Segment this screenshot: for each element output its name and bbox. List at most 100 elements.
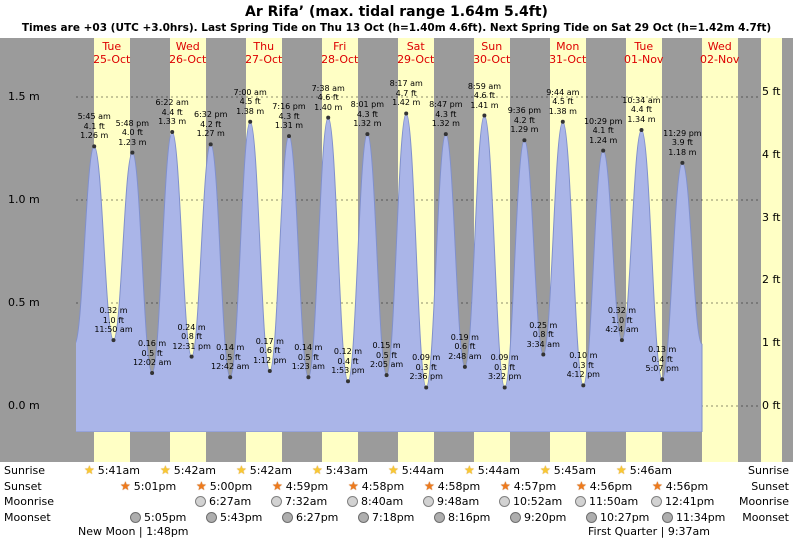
sunset-star-icon: ★ [196,478,207,493]
row-label-moonrise-right: Moonrise [739,495,789,508]
sunset-entry: ★ 5:01pm [120,479,176,494]
moonset-time: 6:27pm [296,510,339,524]
moonrise-disc-icon [651,496,662,507]
moonrise-disc-icon [575,496,586,507]
moonrise-disc-icon [271,496,282,507]
tide-extreme-dot [189,354,194,359]
tide-extreme-dot [680,160,685,165]
moonset-time: 7:18pm [372,510,415,524]
moonrise-entry: 6:27am [195,494,251,509]
tide-extreme-dot [443,132,448,137]
page-title: Ar Rifa’ (max. tidal range 1.64m 5.4ft) [245,4,548,20]
sunset-entry: ★ 4:58pm [348,479,404,494]
moonrise-entry: 11:50am [575,494,638,509]
moonset-time: 9:20pm [524,510,567,524]
tide-extreme-dot [639,128,644,132]
sunset-star-icon: ★ [120,478,131,493]
tide-extreme-dot [541,352,546,357]
sunset-entry: ★ 4:59pm [272,479,328,494]
tide-extreme-dot [306,375,311,380]
moonrise-time: 12:41pm [665,495,715,508]
moonset-disc-icon [434,511,445,523]
sunrise-star-icon: ★ [160,463,171,477]
sunrise-entry: ★ 5:44am [388,463,444,478]
tide-extreme-dot [346,379,350,384]
moonrise-entry: 9:48am [423,494,479,509]
tide-extreme-dot [660,377,665,382]
sun-moon-table: Sunrise Sunrise ★ 5:41am ★ 5:42am ★ 5:42am ★ 5:43… [0,462,793,539]
moonset-disc-icon [586,511,597,523]
tide-extreme-dot [130,150,135,155]
sunrise-time: 5:42am [173,464,216,477]
sunrise-star-icon: ★ [312,463,323,477]
tide-extreme-dot [482,113,487,118]
moonrise-disc-icon [423,496,434,507]
sunset-time: 4:56pm [589,479,633,493]
sunset-star-icon: ★ [500,478,511,493]
moonset-entry: 5:05pm [130,510,186,525]
sunset-time: 4:58pm [361,479,405,493]
tide-extreme-dot [228,375,233,380]
sunrise-time: 5:44am [477,464,520,477]
sunset-entry: ★ 5:00pm [196,479,252,494]
sunrise-time: 5:44am [401,464,444,477]
moonrise-entry: 12:41pm [651,494,714,509]
moon-phase-new-moon: New Moon | 1:48pm [78,525,189,538]
moonrise-time: 9:48am [437,495,480,508]
tide-extreme-dot [365,132,370,137]
sunrise-time: 5:45am [553,464,596,477]
moonrise-disc-icon [499,496,510,507]
sunset-star-icon: ★ [576,478,587,493]
sunrise-entry: ★ 5:41am [84,463,140,478]
row-label-sunrise-right: Sunrise [747,464,789,477]
sunset-time: 4:56pm [665,479,709,493]
moonrise-time: 6:27am [209,495,252,508]
tide-extreme-dot [111,338,116,343]
tide-extreme-dot [462,364,467,369]
sunrise-entry: ★ 5:42am [160,463,216,478]
moonset-disc-icon [130,511,141,523]
page-subtitle: Times are +03 (UTC +3.0hrs). Last Spring… [21,22,772,34]
tide-extreme-dot [267,369,272,373]
moonrise-entry: 8:40am [347,494,403,509]
moonset-entry: 7:18pm [358,510,414,525]
moonset-entry: 10:27pm [586,510,649,525]
tide-extreme-dot [92,144,97,149]
tide-extreme-dot [287,134,291,139]
moonset-entry: 5:43pm [206,510,262,525]
row-label-moonset-right: Moonset [742,510,789,524]
tide-extreme-dots [92,111,685,390]
sunset-time: 4:59pm [285,479,329,493]
moonset-disc-icon [358,511,369,523]
tide-extreme-dot [424,385,429,390]
moonset-disc-icon [282,511,293,523]
sunset-star-icon: ★ [348,478,359,493]
tide-extreme-dot [248,119,253,124]
tide-extreme-dot [208,142,213,147]
moonrise-time: 8:40am [361,495,404,508]
tide-extreme-dot [522,138,527,143]
sunset-time: 4:57pm [513,479,557,493]
daylight-stripe [761,38,782,462]
sunrise-star-icon: ★ [236,463,247,477]
moonrise-time: 11:50am [589,495,639,508]
moonset-entry: 6:27pm [282,510,338,525]
moonset-time: 10:27pm [600,510,650,524]
tide-extreme-dot [619,338,624,343]
sunset-time: 5:00pm [209,479,253,493]
sunrise-time: 5:43am [325,464,368,477]
sunset-time: 4:58pm [437,479,481,493]
tide-extreme-dot [326,115,331,120]
sunset-star-icon: ★ [272,478,283,493]
moonset-time: 8:16pm [448,510,491,524]
sunrise-star-icon: ★ [464,463,475,477]
sunset-star-icon: ★ [652,478,663,493]
daylight-stripe [702,38,738,462]
moonset-entry: 11:34pm [662,510,725,525]
moonset-disc-icon [510,511,521,523]
sunrise-entry: ★ 5:43am [312,463,368,478]
moonset-entry: 8:16pm [434,510,490,525]
tide-extreme-dot [502,385,507,390]
sunrise-star-icon: ★ [84,463,95,477]
